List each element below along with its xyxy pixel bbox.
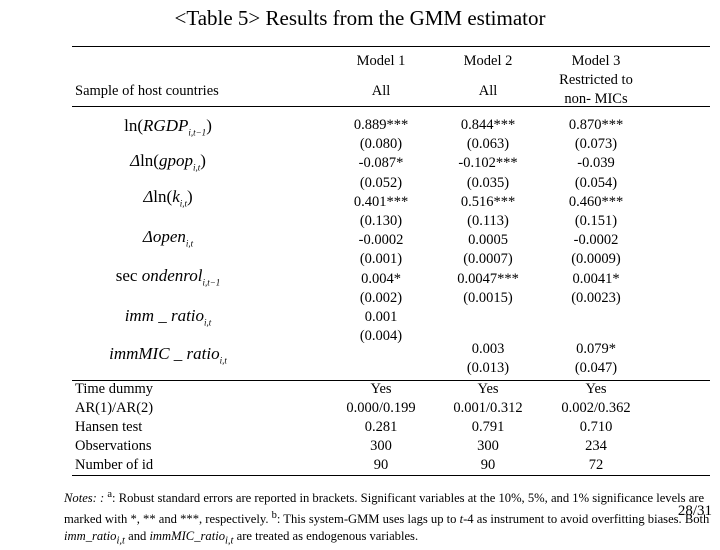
stat-cell: 0.281 bbox=[364, 419, 398, 435]
coef-cell: 0.460*** bbox=[568, 193, 624, 210]
header-model-1: Model 1 bbox=[356, 53, 406, 69]
var-immmic-ratio: immMIC _ ratioi,t bbox=[109, 344, 227, 366]
stat-label-ar: AR(1)/AR(2) bbox=[75, 400, 154, 416]
coef-cell: (0.052) bbox=[359, 174, 403, 191]
var-imm-ratio: imm _ ratioi,t bbox=[124, 306, 212, 328]
coef-cell: -0.0002 bbox=[358, 232, 404, 249]
coef-cell: 0.079* bbox=[576, 341, 616, 357]
coef-cell: 0.003 bbox=[471, 341, 505, 357]
stat-label-observations: Observations bbox=[75, 438, 152, 454]
coef-cell: (0.113) bbox=[467, 213, 509, 229]
stat-cell: Yes bbox=[477, 381, 499, 397]
bottom-rule bbox=[72, 475, 710, 476]
var-dopen: Δopeni,t bbox=[142, 227, 194, 249]
coef-cell: 0.001 bbox=[364, 309, 398, 325]
coef-cell: (0.063) bbox=[466, 136, 510, 153]
coef-cell: 0.844*** bbox=[460, 117, 516, 133]
sample-model-3-line2: non- MICs bbox=[564, 91, 628, 107]
sample-model-1: All bbox=[371, 83, 391, 99]
coef-cell: -0.102*** bbox=[458, 155, 518, 172]
sample-model-3-line1: Restricted to bbox=[559, 72, 633, 88]
var-dln-k: Δln(ki,t) bbox=[143, 187, 193, 209]
stat-cell: 0.001/0.312 bbox=[453, 400, 523, 416]
coef-cell: 0.004* bbox=[361, 270, 401, 287]
coef-cell: 0.0047*** bbox=[457, 270, 519, 287]
coef-cell: (0.0009) bbox=[571, 251, 621, 268]
stat-cell: Yes bbox=[585, 381, 607, 397]
var-dln-gpop: Δln(gpopi,t) bbox=[130, 151, 206, 173]
stat-cell: 234 bbox=[585, 438, 607, 454]
stat-label-number-of-id: Number of id bbox=[75, 457, 154, 473]
header-model-3: Model 3 bbox=[571, 53, 621, 69]
coef-cell: (0.073) bbox=[574, 136, 618, 153]
header-model-2: Model 2 bbox=[463, 53, 513, 69]
coef-cell: 0.870*** bbox=[568, 117, 624, 133]
coef-cell: 0.401*** bbox=[353, 193, 409, 210]
stats-rule bbox=[72, 380, 710, 381]
coef-cell: (0.002) bbox=[359, 289, 403, 306]
coef-cell: -0.039 bbox=[577, 155, 615, 172]
coef-cell: (0.0007) bbox=[463, 251, 513, 268]
page-number: 28/31 bbox=[677, 503, 712, 519]
coef-cell: (0.0015) bbox=[463, 289, 513, 306]
coef-cell: 0.889*** bbox=[353, 117, 409, 133]
coef-cell: (0.151) bbox=[574, 213, 618, 229]
coef-cell: (0.001) bbox=[359, 251, 403, 268]
header-rule bbox=[72, 106, 710, 107]
stat-cell: 0.002/0.362 bbox=[561, 400, 631, 416]
coef-cell: (0.054) bbox=[574, 174, 618, 191]
coef-cell: 0.0005 bbox=[468, 232, 508, 249]
sample-model-2: All bbox=[478, 83, 498, 99]
stat-cell: 300 bbox=[477, 438, 499, 454]
stat-cell: Yes bbox=[370, 381, 392, 397]
sample-label: Sample of host countries bbox=[75, 83, 219, 99]
coef-cell: (0.047) bbox=[574, 360, 618, 377]
coef-cell: (0.004) bbox=[359, 328, 403, 345]
var-secondenrol: sec ondenroli,t−1 bbox=[115, 266, 221, 288]
coef-cell: (0.035) bbox=[466, 174, 510, 191]
coef-cell: -0.087* bbox=[358, 155, 404, 172]
table-notes: Notes: : a: Robust standard errors are r… bbox=[64, 489, 710, 547]
stat-cell: 0.000/0.199 bbox=[346, 400, 416, 416]
stat-label-time-dummy: Time dummy bbox=[75, 381, 154, 397]
var-ln-rgdp: ln(RGDPi,t−1) bbox=[124, 116, 212, 138]
table-title: <Table 5> Results from the GMM estimator bbox=[174, 6, 546, 30]
coef-cell: (0.013) bbox=[466, 360, 510, 377]
coef-cell: (0.080) bbox=[359, 136, 403, 153]
stat-cell: 0.710 bbox=[579, 419, 613, 435]
coef-cell: (0.130) bbox=[359, 213, 403, 229]
stat-cell: 0.791 bbox=[471, 419, 505, 435]
top-rule bbox=[72, 46, 710, 47]
coef-cell: -0.0002 bbox=[573, 232, 619, 249]
coef-cell: (0.0023) bbox=[571, 289, 621, 306]
stat-cell: 90 bbox=[373, 457, 389, 473]
coef-cell: 0.516*** bbox=[460, 193, 516, 210]
stat-label-hansen: Hansen test bbox=[75, 419, 143, 435]
stat-cell: 300 bbox=[370, 438, 392, 454]
stat-cell: 72 bbox=[588, 457, 604, 473]
stat-cell: 90 bbox=[480, 457, 496, 473]
coef-cell: 0.0041* bbox=[572, 270, 620, 287]
